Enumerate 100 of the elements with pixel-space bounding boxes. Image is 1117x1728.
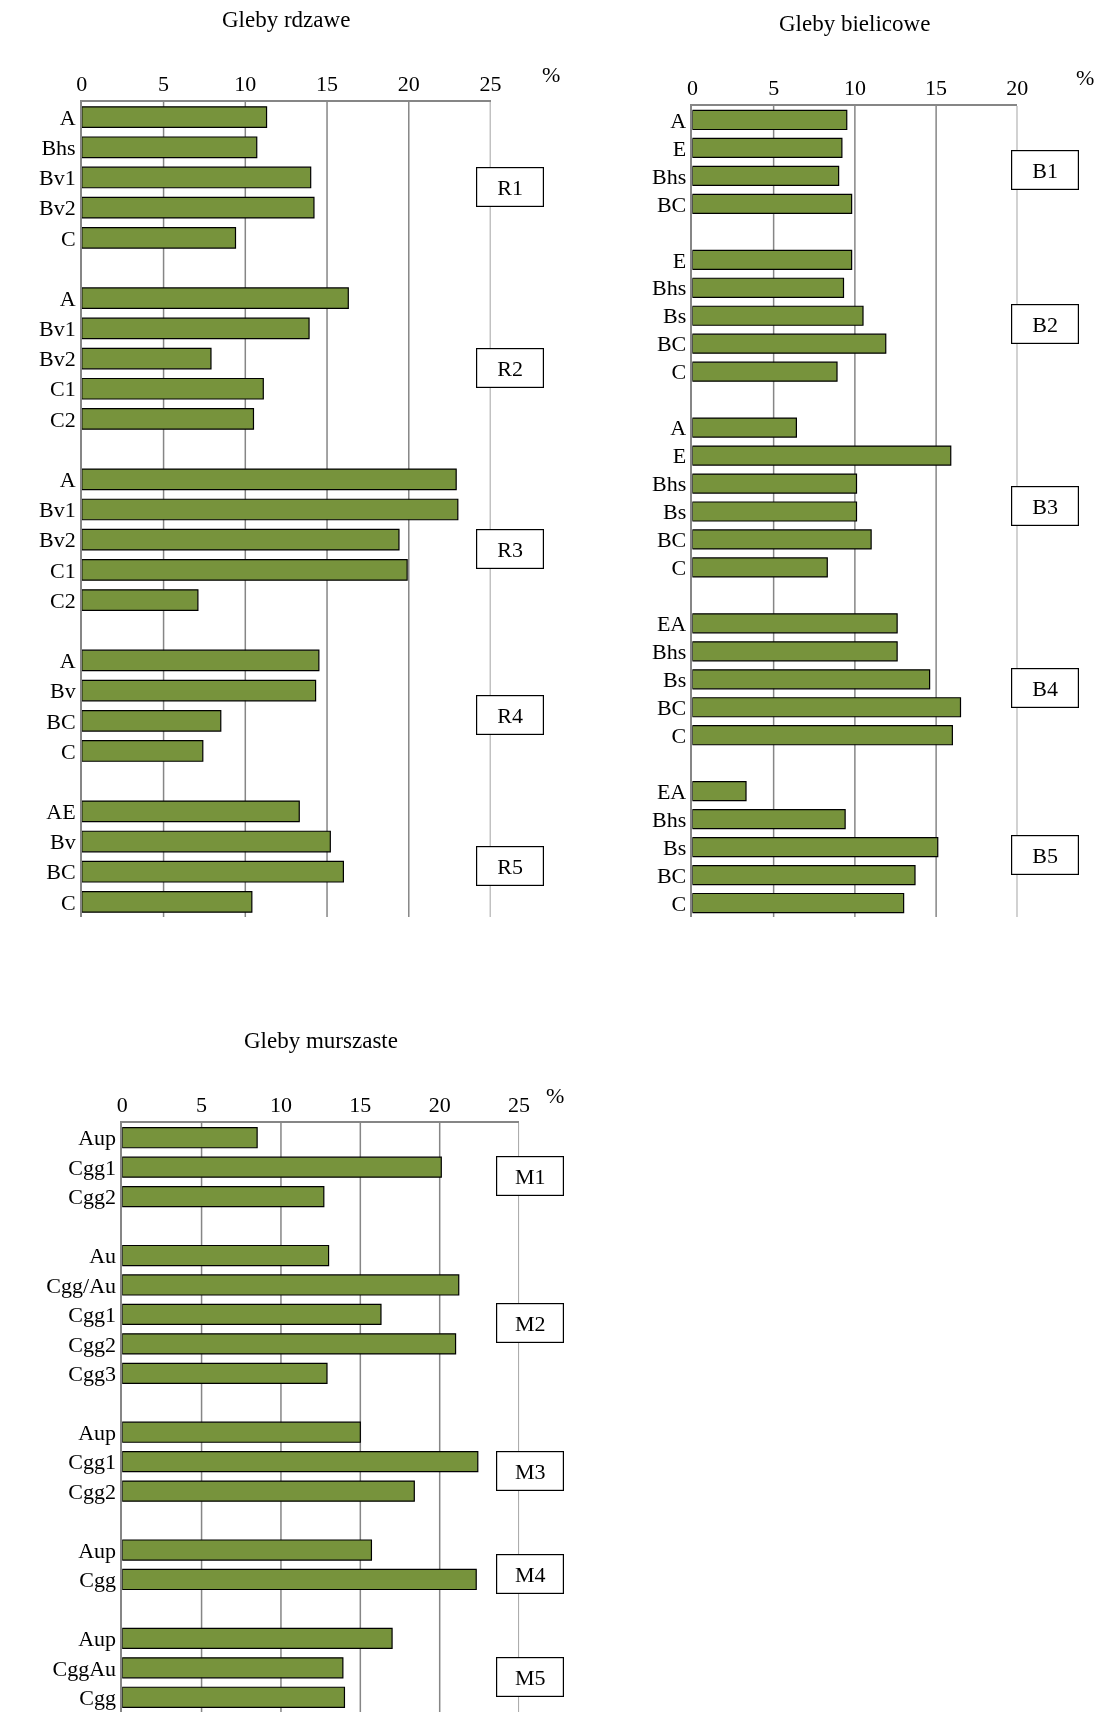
y-tick-label: Bv (49, 829, 76, 855)
y-tick-label: EA (656, 778, 687, 804)
bar (81, 860, 344, 883)
bar (122, 1568, 477, 1591)
annotation: M1 (514, 1163, 546, 1189)
x-tick-label: 20 (1006, 75, 1029, 101)
y-tick-label: BC (656, 191, 687, 217)
bar (692, 501, 858, 522)
y-tick-label: Aup (78, 1125, 117, 1151)
chart-title: Gleby rdzawe (222, 7, 351, 32)
bar (81, 740, 204, 762)
text: B1 (1032, 157, 1059, 183)
bar (692, 557, 828, 578)
bar (81, 709, 222, 732)
x-tick-label: 0 (76, 71, 88, 97)
text: B2 (1032, 311, 1059, 337)
bar (81, 106, 268, 128)
bar (81, 559, 408, 581)
bar (692, 669, 931, 690)
y-tick-label: BC (46, 859, 76, 885)
bar (81, 679, 317, 702)
bar (692, 613, 898, 634)
x-tick-label: 10 (843, 75, 866, 101)
text: B3 (1032, 493, 1059, 519)
bar (81, 136, 258, 159)
y-tick-label: Cgg (79, 1684, 117, 1710)
y-tick-label: Cgg1 (68, 1154, 117, 1180)
bar (122, 1127, 258, 1149)
bar (122, 1244, 330, 1267)
x-tick-label: 5 (158, 71, 170, 97)
bar (81, 800, 300, 823)
bar (81, 830, 331, 853)
bar (122, 1156, 442, 1178)
bar (81, 589, 199, 611)
bar (692, 165, 840, 187)
x-tick-label: 0 (686, 75, 698, 101)
y-tick-label: Bv2 (38, 527, 76, 553)
text: B4 (1032, 675, 1059, 701)
bar (692, 277, 845, 298)
y-tick-label: C (60, 738, 76, 764)
y-tick-label: Aup (78, 1626, 117, 1652)
bar (692, 361, 838, 382)
y-tick-label: Aup (78, 1419, 117, 1445)
x-tick-label: 20 (428, 1092, 451, 1118)
bar (81, 528, 400, 551)
x-axis-title: % (546, 1083, 565, 1108)
bar (81, 649, 320, 672)
x-tick-label: 20 (397, 71, 420, 97)
annotation: M3 (514, 1458, 546, 1484)
y-tick-label: Bhs (651, 163, 687, 189)
x-tick-label: 25 (508, 1092, 531, 1118)
y-tick-label: Bs (662, 499, 687, 525)
chart-title: Gleby murszaste (244, 1028, 398, 1053)
text: R3 (497, 536, 524, 562)
chart-title: Gleby bielicowe (779, 11, 931, 36)
y-tick-label: C (60, 889, 76, 915)
x-tick-label: 5 (768, 75, 780, 101)
text: R1 (497, 174, 524, 200)
y-tick-label: Bhs (651, 639, 687, 665)
annotation: M2 (514, 1310, 546, 1336)
y-tick-label: C2 (49, 587, 76, 613)
x-tick-label: 10 (234, 71, 257, 97)
y-tick-label: C (671, 890, 687, 916)
y-tick-label: BC (656, 694, 687, 720)
y-tick-label: Bv2 (38, 346, 76, 372)
y-tick-label: A (59, 467, 76, 493)
text: R2 (497, 355, 524, 381)
text: B5 (1032, 842, 1059, 868)
y-tick-label: Bhs (651, 275, 687, 301)
y-tick-label: A (59, 648, 76, 674)
y-tick-label: Bv1 (38, 316, 76, 342)
x-tick-label: 5 (196, 1092, 208, 1118)
bar (692, 529, 872, 550)
y-tick-label: Bs (662, 834, 687, 860)
y-tick-label: Au (89, 1243, 117, 1269)
x-tick-label: 0 (116, 1092, 128, 1118)
y-tick-label: C (671, 555, 687, 581)
bar (122, 1686, 346, 1708)
y-tick-label: Bs (662, 303, 687, 329)
bar (81, 196, 315, 219)
bar (122, 1657, 344, 1679)
y-tick-label: A (59, 285, 76, 311)
bar (81, 468, 457, 491)
bar (122, 1274, 460, 1296)
y-tick-label: BC (656, 862, 687, 888)
y-tick-label: A (670, 107, 687, 133)
bar (122, 1480, 415, 1502)
annotation: M4 (514, 1561, 546, 1587)
x-tick-label: 10 (269, 1092, 292, 1118)
bar (122, 1627, 393, 1649)
bar (692, 781, 747, 802)
x-tick-label: 15 (925, 75, 948, 101)
bar (692, 864, 916, 886)
bar (692, 417, 797, 438)
bar (81, 891, 253, 913)
text: R5 (497, 853, 524, 879)
y-tick-label: Bhs (651, 806, 687, 832)
y-tick-label: Bhs (651, 471, 687, 497)
y-tick-label: Bv (49, 678, 76, 704)
bar (81, 287, 349, 310)
